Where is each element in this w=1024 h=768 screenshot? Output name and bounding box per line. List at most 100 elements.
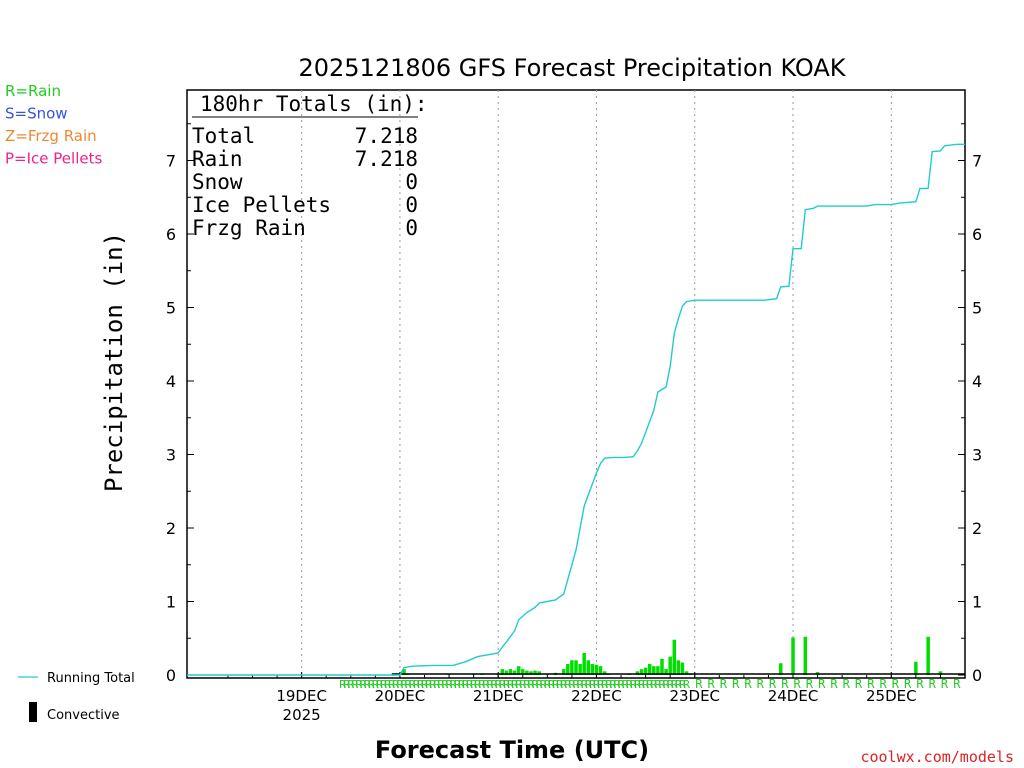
rain-marker: R (867, 677, 875, 691)
rain-marker: R (879, 677, 887, 691)
rain-marker: R (708, 677, 716, 691)
rain-bar (602, 671, 607, 675)
rain-marker: R (634, 678, 641, 691)
rain-marker: R (507, 678, 514, 691)
rain-marker: R (793, 677, 801, 691)
rain-marker: R (683, 678, 690, 691)
rain-bar (791, 637, 795, 675)
totals-header: 180hr Totals (in): (200, 92, 428, 116)
rain-marker: R (499, 678, 506, 691)
rain-bar (668, 656, 672, 675)
rain-bar (582, 652, 586, 675)
rain-bar (508, 669, 513, 675)
rain-marker: R (630, 678, 637, 691)
rain-marker: R (610, 678, 617, 691)
rain-marker: R (659, 678, 666, 691)
rain-marker: R (479, 678, 486, 691)
rain-bar (680, 662, 685, 675)
totals-row-value: 7.218 (355, 124, 418, 148)
rain-marker: R (474, 678, 481, 691)
rain-marker: R (454, 678, 461, 691)
x-tick-label: 24DEC (768, 687, 819, 705)
plot-frame (186, 89, 966, 679)
rain-bar (672, 639, 677, 675)
y-tick-label-left: 3 (166, 446, 176, 465)
y-tick-label-left: 5 (166, 299, 176, 318)
rain-bar (594, 664, 599, 675)
legend-item: Z=Frzg Rain (5, 127, 97, 145)
rain-marker: R (671, 678, 678, 691)
rain-marker: R (564, 678, 571, 691)
rain-marker: R (605, 678, 612, 691)
rain-marker: R (442, 678, 449, 691)
rain-marker: R (536, 678, 543, 691)
rain-marker: R (425, 678, 432, 691)
legend-running-total: Running Total (47, 671, 135, 686)
rain-marker: R (593, 678, 600, 691)
rain-marker: R (601, 678, 608, 691)
x-axis-label: Forecast Time (UTC) (375, 736, 649, 764)
rain-marker: R (458, 678, 465, 691)
rain-marker: R (495, 678, 502, 691)
rain-bar (598, 666, 603, 675)
y-axis: 0 01 12 23 34 45 56 67 7 (166, 123, 982, 685)
y-axis-label: Precipitation (in) (100, 232, 128, 492)
rain-marker: R (916, 677, 924, 691)
rain-marker: R (519, 678, 526, 691)
rain-marker: R (622, 678, 629, 691)
y-tick-label-left: 1 (166, 593, 176, 612)
rain-marker: R (953, 677, 961, 691)
rain-bar (561, 669, 566, 675)
y-tick-label-right: 5 (972, 299, 982, 318)
rain-bar (803, 636, 808, 675)
rain-bar (586, 660, 591, 675)
rain-marker: R (417, 678, 424, 691)
rain-marker: R (446, 678, 453, 691)
rain-marker: R (585, 678, 592, 691)
rain-marker: R (618, 678, 625, 691)
rain-bar (566, 663, 570, 675)
rain-marker: R (614, 678, 621, 691)
rain-bar (676, 660, 681, 675)
rain-marker: R (929, 677, 937, 691)
rain-marker: R (941, 677, 949, 691)
x-tick-label: 22DEC (571, 687, 622, 705)
totals-row-label: Ice Pellets (192, 193, 331, 217)
rain-marker: R (352, 678, 359, 691)
totals-row-label: Frzg Rain (192, 216, 306, 240)
rain-bar (590, 663, 595, 675)
rain-bar (512, 670, 517, 675)
totals-row-value: 0 (405, 170, 418, 194)
legend-item: P=Ice Pellets (5, 150, 102, 168)
rain-marker: R (757, 677, 765, 691)
rain-marker: R (503, 678, 510, 691)
rain-bar (660, 658, 664, 675)
x-tick-sublabel: 2025 (283, 706, 321, 724)
x-tick-label: 21DEC (473, 687, 524, 705)
rain-marker: R (581, 678, 588, 691)
rain-marker: R (372, 678, 379, 691)
x-tick-label: 19DEC (276, 687, 327, 705)
rain-bar (578, 663, 582, 675)
rain-bar (635, 671, 640, 675)
rain-bar (778, 663, 783, 675)
rain-marker: R (540, 678, 547, 691)
x-tick-label: 25DEC (866, 687, 917, 705)
rain-marker: R (360, 678, 367, 691)
rain-marker: R (405, 678, 412, 691)
rain-marker: R (560, 678, 567, 691)
y-tick-label-left: 2 (166, 519, 176, 538)
rain-marker: R (552, 678, 559, 691)
rain-bar (656, 666, 660, 675)
rain-marker: R (569, 678, 576, 691)
rain-marker: R (720, 677, 728, 691)
rain-marker: R (393, 678, 400, 691)
running-total-line (187, 143, 965, 676)
y-tick-label-right: 0 (972, 666, 982, 685)
rain-marker: R (409, 678, 416, 691)
rain-marker: R (401, 678, 408, 691)
rain-marker: R (650, 678, 657, 691)
rain-bar (504, 670, 509, 675)
rain-bar (643, 667, 648, 675)
